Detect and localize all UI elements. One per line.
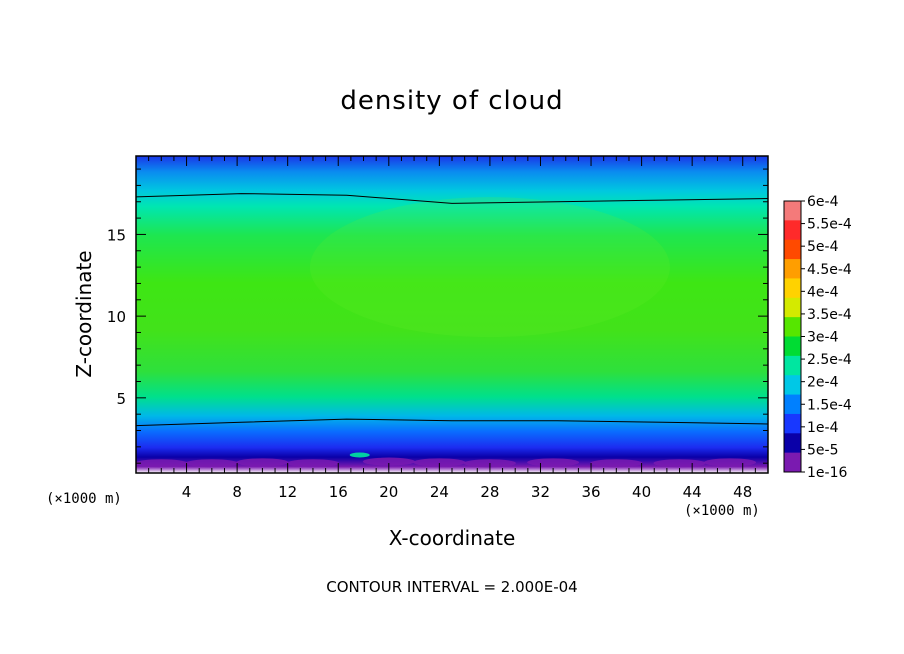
y-tick-label: 15 bbox=[107, 226, 126, 244]
x-axis-label: X-coordinate bbox=[388, 526, 516, 550]
x-tick-label: 44 bbox=[683, 483, 702, 501]
x-tick-label: 28 bbox=[480, 483, 499, 501]
field-highlight bbox=[309, 197, 670, 338]
field-blob bbox=[236, 458, 289, 467]
colorbar-label: 6e-4 bbox=[807, 194, 839, 210]
colorbar-label: 5e-5 bbox=[807, 442, 838, 458]
x-unit-right: (×1000 m) bbox=[684, 503, 760, 519]
colorbar-label: 2e-4 bbox=[807, 375, 839, 391]
colorbar-label: 1e-4 bbox=[807, 420, 839, 436]
x-tick-label: 20 bbox=[379, 483, 398, 501]
field-blob bbox=[590, 459, 643, 468]
colorbar-label: 4e-4 bbox=[807, 284, 839, 300]
field-blob bbox=[704, 458, 757, 467]
colorbar-swatch bbox=[784, 201, 801, 221]
x-tick-label: 36 bbox=[581, 483, 600, 501]
contour-line-0 bbox=[136, 193, 768, 204]
colorbar-swatch bbox=[784, 413, 801, 434]
colorbar-swatch bbox=[784, 278, 801, 299]
contour-interval-note: CONTOUR INTERVAL = 2.000E-04 bbox=[326, 578, 578, 596]
colorbar-swatch bbox=[784, 355, 801, 376]
colorbar-label: 1e-16 bbox=[807, 465, 847, 481]
x-tick-label: 4 bbox=[182, 483, 192, 501]
colorbar-label: 5.5e-4 bbox=[807, 217, 852, 233]
x-tick-label: 40 bbox=[632, 483, 651, 501]
colorbar-label: 2.5e-4 bbox=[807, 352, 852, 368]
field-blob bbox=[136, 459, 188, 468]
x-unit-left: (×1000 m) bbox=[46, 491, 122, 507]
colorbar-swatch bbox=[784, 239, 801, 260]
x-tick-label: 24 bbox=[430, 483, 449, 501]
colorbar-swatch bbox=[784, 394, 801, 415]
colorbar-swatch bbox=[784, 452, 801, 473]
x-tick-label: 48 bbox=[733, 483, 752, 501]
colorbar-label: 3e-4 bbox=[807, 330, 839, 346]
colorbar-swatch bbox=[784, 336, 801, 357]
colorbar: 6e-4 5.5e-4 5e-4 4.5e-4 4e-4 3.5e-4 3e-4 2.5e-4… bbox=[783, 194, 852, 481]
x-tick-label: 12 bbox=[278, 483, 297, 501]
y-tick-label: 10 bbox=[107, 308, 126, 326]
colorbar-label: 1.5e-4 bbox=[807, 397, 852, 413]
colorbar-swatch bbox=[784, 297, 801, 318]
field-blob bbox=[349, 452, 370, 458]
field-blob bbox=[362, 457, 415, 466]
colorbar-label: 5e-4 bbox=[807, 239, 839, 255]
colorbar-swatch bbox=[784, 259, 801, 279]
field-blob bbox=[185, 459, 238, 468]
colorbar-swatch bbox=[784, 375, 801, 395]
colorbar-label: 4.5e-4 bbox=[807, 262, 852, 278]
chart-title: density of cloud bbox=[340, 86, 564, 116]
field-blob bbox=[286, 459, 339, 468]
y-tick-label: 5 bbox=[116, 390, 126, 408]
colorbar-swatch bbox=[784, 433, 801, 454]
plot-area bbox=[136, 156, 768, 473]
x-tick-label: 16 bbox=[329, 483, 348, 501]
colorbar-swatch bbox=[784, 220, 801, 241]
field-blob bbox=[653, 459, 706, 468]
density-field bbox=[136, 156, 768, 473]
contour-line-1 bbox=[136, 418, 768, 427]
colorbar-label: 3.5e-4 bbox=[807, 307, 852, 323]
x-tick-label: 32 bbox=[531, 483, 550, 501]
field-blob bbox=[413, 458, 466, 467]
colorbar-swatch bbox=[784, 317, 801, 337]
x-tick-label: 8 bbox=[232, 483, 242, 501]
field-blob bbox=[527, 458, 580, 467]
